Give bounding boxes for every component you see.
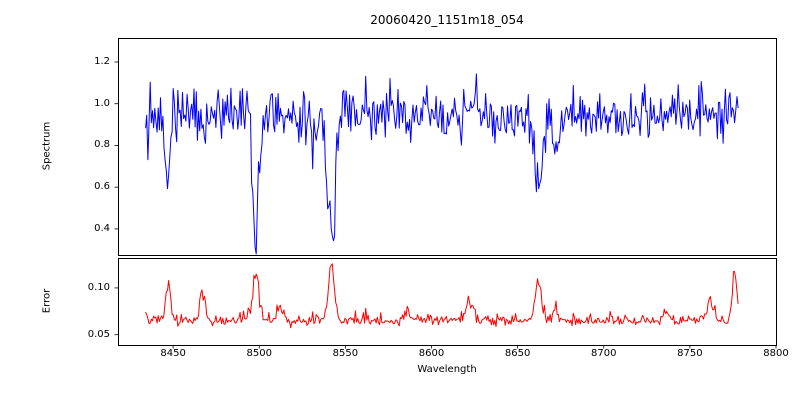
spectrum-y-tick-label: 1.0 xyxy=(94,97,110,109)
x-axis-label: Wavelength xyxy=(417,364,477,375)
x-tick-label: 8550 xyxy=(332,348,359,359)
spectrum-y-tick-label: 1.2 xyxy=(94,55,110,67)
x-tick-label: 8650 xyxy=(504,348,531,359)
error-y-tick-label: 0.05 xyxy=(87,328,110,340)
x-tick-label: 8500 xyxy=(246,348,272,359)
x-tick-label: 8450 xyxy=(160,348,186,359)
error-y-axis-label: Error xyxy=(41,288,53,314)
spectrum-y-tick-label: 0.6 xyxy=(94,181,110,193)
x-tick-label: 8700 xyxy=(591,348,617,359)
error-y-tick-label: 0.10 xyxy=(87,281,110,293)
x-tick-label: 8750 xyxy=(677,348,703,359)
spectrum-y-tick-label: 0.4 xyxy=(94,222,110,234)
spectrum-y-tick-label: 0.8 xyxy=(94,139,110,151)
x-tick-label: 8800 xyxy=(763,348,789,359)
x-tick-label: 8600 xyxy=(418,348,445,359)
spectrum-y-axis-label: Spectrum xyxy=(41,121,53,171)
chart-title: 20060420_1151m18_054 xyxy=(370,13,524,27)
